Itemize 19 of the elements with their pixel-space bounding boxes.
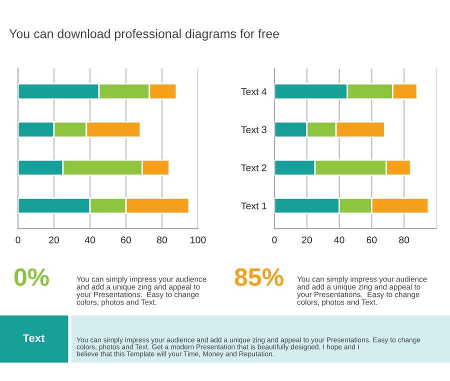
text: 0% (14, 268, 49, 286)
text: 85% (234, 268, 284, 286)
x-tick-label: 80 (157, 236, 168, 244)
x-tick-label: 40 (334, 236, 344, 244)
y-tick-label: Text 4 (241, 88, 267, 96)
x-tick-label: 40 (84, 236, 96, 244)
x-tick-label: 60 (366, 236, 377, 244)
text: Text (22, 334, 45, 342)
x-tick-label: 0 (16, 236, 20, 244)
x-tick-label: 20 (302, 236, 312, 244)
y-tick-label: Text 3 (241, 126, 266, 134)
y-tick-label: Text 2 (241, 164, 266, 172)
x-tick-label: 20 (49, 236, 60, 244)
x-tick-label: 60 (121, 236, 132, 244)
x-tick-label: 100 (190, 236, 206, 244)
x-tick-label: 80 (399, 236, 410, 244)
y-tick-label: Text 1 (241, 202, 266, 210)
x-tick-label: 0 (272, 236, 277, 244)
chart-subtitle: You can download professional diagrams for free (9, 29, 279, 41)
